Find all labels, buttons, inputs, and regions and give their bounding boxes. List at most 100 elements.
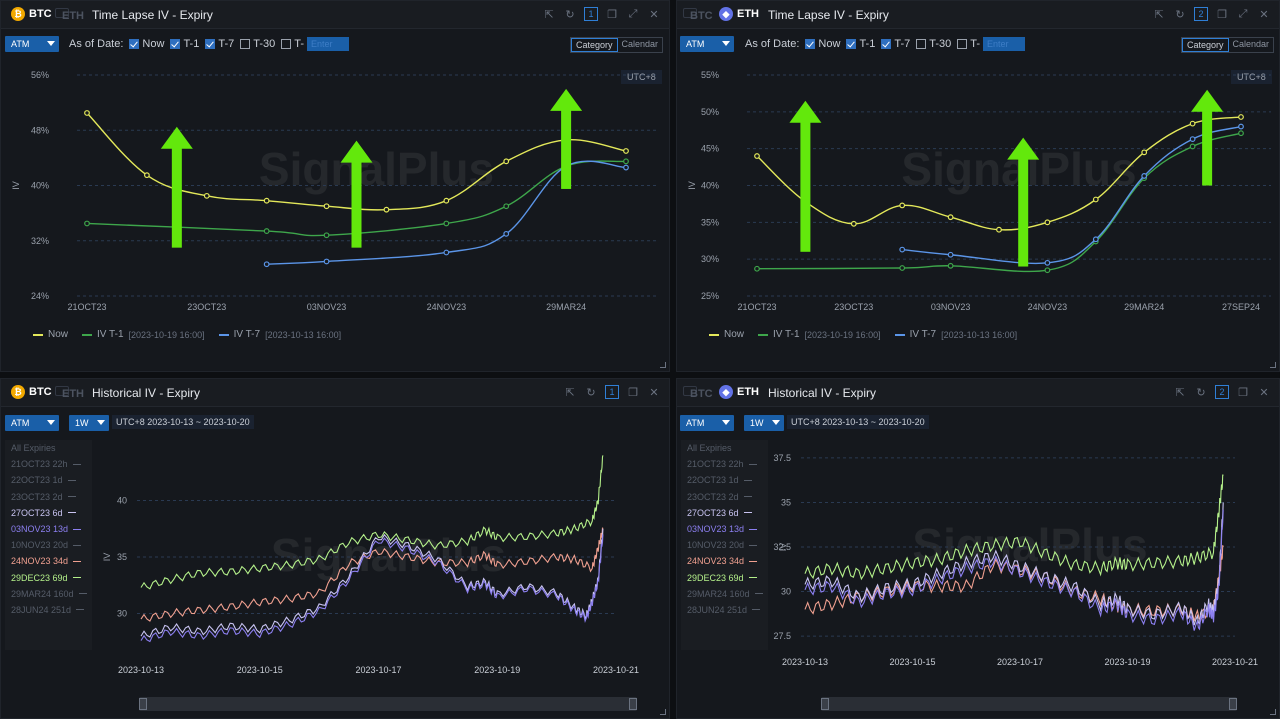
period-select[interactable]: 1W — [69, 415, 109, 431]
check-now[interactable]: Now — [805, 38, 840, 50]
expand-icon[interactable]: ⤢ — [628, 7, 638, 20]
resize-handle[interactable] — [1270, 362, 1276, 368]
check-t30[interactable]: T-30 — [240, 38, 275, 50]
checkbox[interactable] — [846, 39, 857, 49]
coin-tab-btc[interactable]: ₿ BTC — [11, 7, 52, 21]
checkbox[interactable] — [281, 39, 292, 49]
share-icon[interactable]: ⇱ — [1154, 8, 1164, 21]
date-range[interactable]: UTC+8 2023-10-13 ~ 2023-10-20 — [787, 415, 929, 429]
expiry-item[interactable]: 24NOV23 34d — [681, 553, 768, 569]
copy-icon[interactable]: ❐ — [607, 8, 617, 21]
checkbox[interactable] — [881, 39, 892, 49]
share-icon[interactable]: ⇱ — [1175, 386, 1185, 399]
checkbox[interactable] — [129, 39, 140, 49]
window-number-badge[interactable]: 1 — [584, 7, 598, 21]
resize-handle[interactable] — [660, 362, 666, 368]
expiry-item[interactable]: 29MAR24 160d — [681, 586, 768, 602]
tab-category[interactable]: Category — [571, 38, 618, 52]
slider-handle-left[interactable] — [139, 698, 147, 710]
window-number-badge[interactable]: 1 — [605, 385, 619, 399]
expand-icon[interactable]: ⤢ — [1238, 7, 1248, 20]
expiry-item[interactable]: 22OCT23 1d — [681, 472, 768, 488]
legend-t1[interactable]: IV T-1 [2023-10-19 16:00] — [82, 329, 205, 340]
resize-handle[interactable] — [660, 709, 666, 715]
copy-icon[interactable]: ❐ — [1217, 8, 1227, 21]
checkbox[interactable] — [205, 39, 216, 49]
expiry-item[interactable]: 10NOV23 20d — [5, 537, 92, 553]
expiry-item[interactable]: 29DEC23 69d — [681, 570, 768, 586]
refresh-icon[interactable]: ↻ — [1196, 386, 1206, 399]
expiry-item[interactable]: 28JUN24 251d — [5, 602, 92, 618]
legend-now[interactable]: Now — [33, 329, 68, 340]
time-range-slider[interactable] — [821, 697, 1237, 711]
tab-calendar[interactable]: Calendar — [1232, 39, 1270, 49]
slider-handle-left[interactable] — [821, 698, 829, 710]
time-range-slider[interactable] — [139, 697, 637, 711]
legend-now[interactable]: Now — [709, 329, 744, 340]
expiry-item[interactable]: 22OCT23 1d — [5, 472, 92, 488]
coin-tab-btc[interactable]: BTC — [683, 386, 713, 400]
share-icon[interactable]: ⇱ — [565, 386, 575, 399]
expiry-item[interactable]: 23OCT23 2d — [681, 489, 768, 505]
check-custom[interactable]: T- Enter — [281, 37, 350, 51]
expiry-item[interactable]: 28JUN24 251d — [681, 602, 768, 618]
resize-handle[interactable] — [1270, 709, 1276, 715]
close-icon[interactable]: ✕ — [1259, 386, 1269, 399]
custom-days-input[interactable]: Enter — [307, 37, 350, 51]
share-icon[interactable]: ⇱ — [544, 8, 554, 21]
expiry-item[interactable]: 27OCT23 6d — [5, 505, 92, 521]
expiry-item[interactable]: 21OCT23 22h — [681, 456, 768, 472]
expiry-item[interactable]: 23OCT23 2d — [5, 489, 92, 505]
copy-icon[interactable]: ❐ — [1238, 386, 1248, 399]
expiry-item[interactable]: All Expiries — [681, 440, 768, 456]
expiry-item[interactable]: All Expiries — [5, 440, 92, 456]
window-number-badge[interactable]: 2 — [1215, 385, 1229, 399]
refresh-icon[interactable]: ↻ — [586, 386, 596, 399]
checkbox[interactable] — [240, 39, 251, 49]
checkbox[interactable] — [957, 39, 968, 49]
check-now[interactable]: Now — [129, 38, 164, 50]
expiry-item[interactable]: 03NOV23 13d — [5, 521, 92, 537]
coin-tab-eth[interactable]: ◆ ETH — [719, 7, 759, 21]
tab-calendar[interactable]: Calendar — [621, 39, 659, 49]
expiry-item[interactable]: 10NOV23 20d — [681, 537, 768, 553]
expiry-item[interactable]: 21OCT23 22h — [5, 456, 92, 472]
close-icon[interactable]: ✕ — [649, 386, 659, 399]
period-select[interactable]: 1W — [744, 415, 784, 431]
close-icon[interactable]: ✕ — [649, 8, 659, 21]
expiry-item[interactable]: 27OCT23 6d — [681, 505, 768, 521]
coin-tab-eth[interactable]: ETH — [55, 8, 84, 22]
slider-handle-right[interactable] — [1229, 698, 1237, 710]
coin-tab-btc[interactable]: ₿ BTC — [11, 385, 52, 399]
checkbox[interactable] — [170, 39, 181, 49]
custom-days-input[interactable]: Enter — [983, 37, 1026, 51]
check-t1[interactable]: T-1 — [170, 38, 199, 50]
window-number-badge[interactable]: 2 — [1194, 7, 1208, 21]
coin-tab-eth[interactable]: ◆ ETH — [719, 385, 759, 399]
tab-category[interactable]: Category — [1182, 38, 1229, 52]
slider-handle-right[interactable] — [629, 698, 637, 710]
checkbox[interactable] — [916, 39, 927, 49]
refresh-icon[interactable]: ↻ — [1175, 8, 1185, 21]
date-range[interactable]: UTC+8 2023-10-13 ~ 2023-10-20 — [112, 415, 254, 429]
check-t7[interactable]: T-7 — [205, 38, 234, 50]
atm-select[interactable]: ATM — [680, 36, 734, 52]
expiry-item[interactable]: 24NOV23 34d — [5, 553, 92, 569]
refresh-icon[interactable]: ↻ — [565, 8, 575, 21]
atm-select[interactable]: ATM — [5, 415, 59, 431]
expiry-item[interactable]: 03NOV23 13d — [681, 521, 768, 537]
copy-icon[interactable]: ❐ — [628, 386, 638, 399]
coin-tab-eth[interactable]: ETH — [55, 386, 84, 400]
atm-select[interactable]: ATM — [5, 36, 59, 52]
legend-t7[interactable]: IV T-7 [2023-10-13 16:00] — [218, 329, 341, 340]
expiry-item[interactable]: 29DEC23 69d — [5, 570, 92, 586]
legend-t1[interactable]: IV T-1 [2023-10-19 16:00] — [758, 329, 881, 340]
check-t30[interactable]: T-30 — [916, 38, 951, 50]
legend-t7[interactable]: IV T-7 [2023-10-13 16:00] — [894, 329, 1017, 340]
checkbox[interactable] — [805, 39, 816, 49]
check-custom[interactable]: T- Enter — [957, 37, 1026, 51]
close-icon[interactable]: ✕ — [1259, 8, 1269, 21]
coin-tab-btc[interactable]: BTC — [683, 8, 713, 22]
check-t7[interactable]: T-7 — [881, 38, 910, 50]
expiry-item[interactable]: 29MAR24 160d — [5, 586, 92, 602]
